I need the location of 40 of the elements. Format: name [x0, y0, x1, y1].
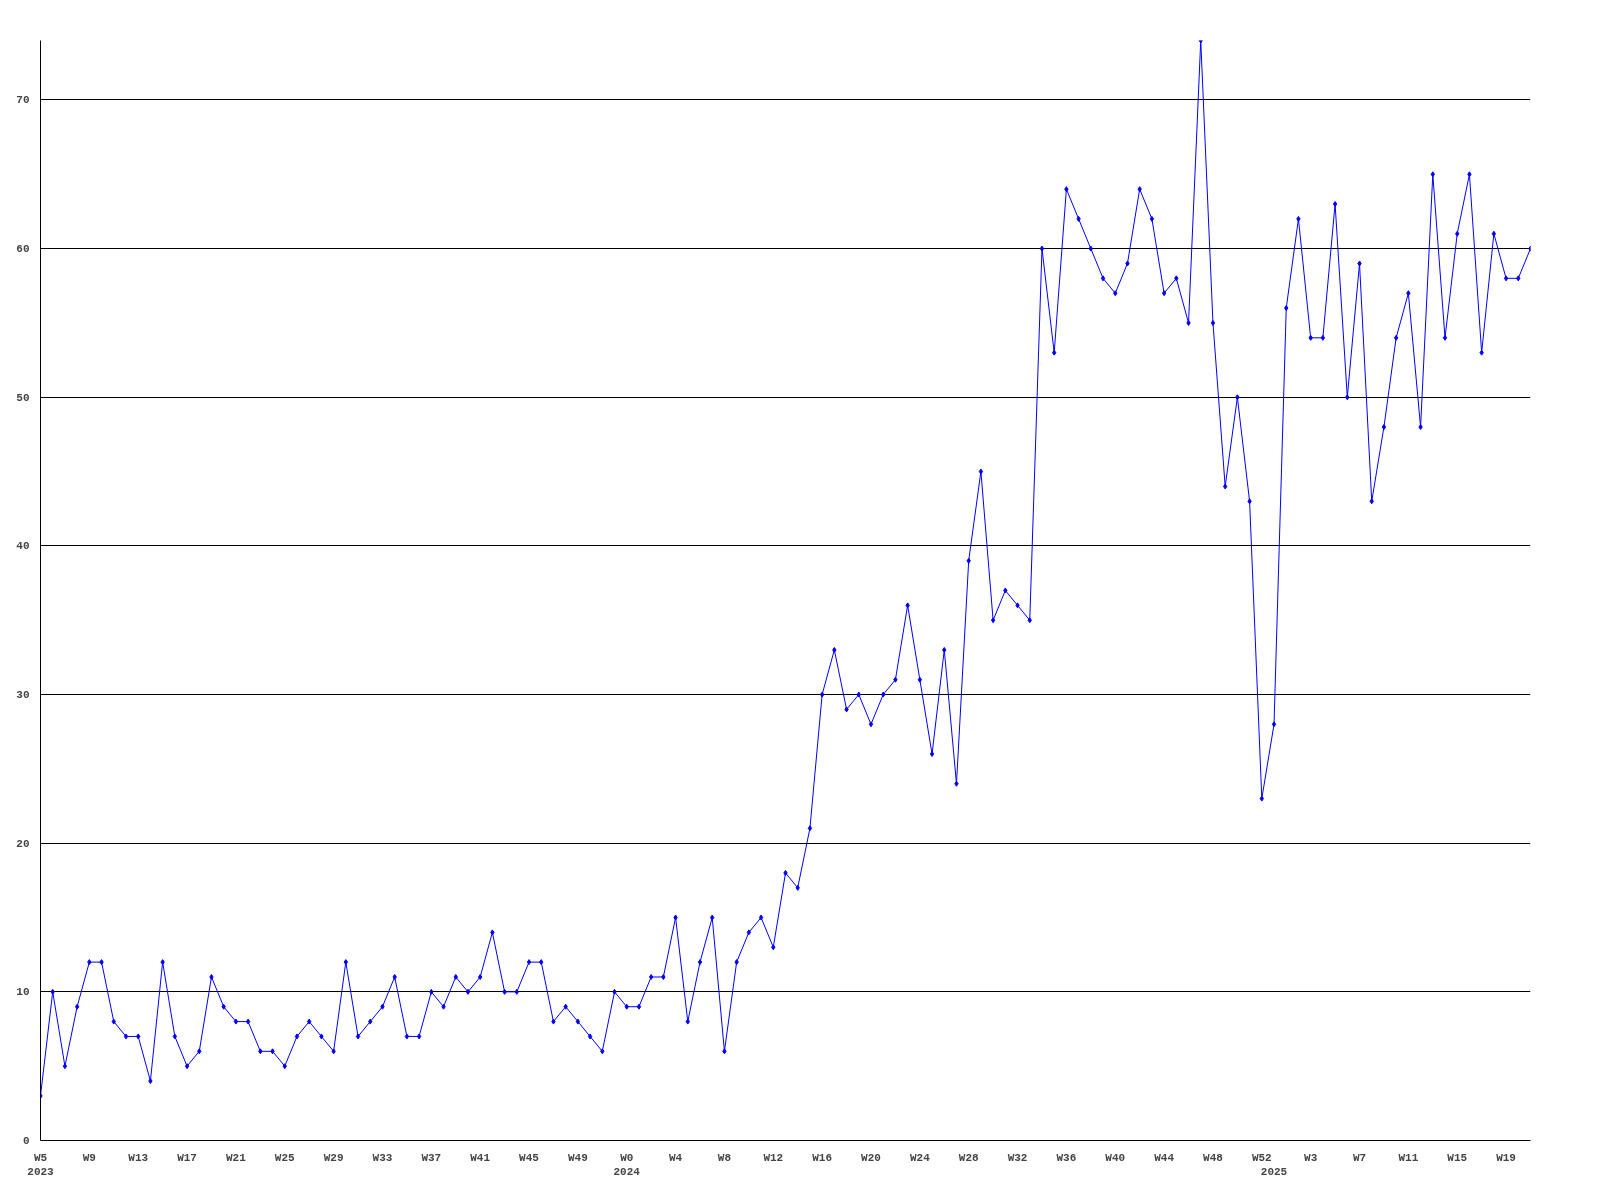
- x-tick-label: 2025: [1260, 1165, 1288, 1178]
- y-tick-label: 20: [16, 837, 30, 850]
- x-tick-label: W13: [128, 1151, 149, 1164]
- x-tick-label: W20: [861, 1151, 881, 1164]
- y-tick-label: 60: [16, 243, 30, 256]
- x-tick-label: W16: [812, 1151, 833, 1164]
- x-tick-label: W17: [177, 1151, 197, 1164]
- x-tick-label: W25: [274, 1151, 296, 1164]
- y-tick-label: 40: [16, 540, 30, 553]
- x-tick-label: W3: [1304, 1151, 1318, 1164]
- x-tick-label: W21: [226, 1151, 247, 1164]
- y-tick-label: 50: [16, 391, 30, 404]
- x-tick-label: W9: [82, 1151, 96, 1164]
- x-tick-label: W36: [1056, 1151, 1077, 1164]
- x-tick-label: W40: [1105, 1151, 1126, 1164]
- x-tick-label: W33: [372, 1151, 393, 1164]
- x-tick-label: W5 2023: [27, 1151, 55, 1178]
- x-tick-label: W45: [519, 1151, 540, 1164]
- x-tick-label: W32: [1007, 1151, 1028, 1164]
- x-tick-label: W52: [1251, 1151, 1272, 1164]
- x-tick-label: W4: [668, 1151, 683, 1164]
- x-tick-label: W49: [567, 1151, 588, 1164]
- x-tick-label: W29: [323, 1151, 344, 1164]
- x-tick-label: W41: [470, 1151, 491, 1164]
- y-tick-label: 0: [22, 1135, 30, 1147]
- x-tick-label: W37: [421, 1151, 442, 1164]
- x-tick-label: W7: [1352, 1151, 1367, 1164]
- x-tick-label: W19: [1496, 1151, 1516, 1164]
- x-tick-label: W15: [1447, 1151, 1468, 1164]
- x-tick-label: W48: [1203, 1151, 1224, 1164]
- y-tick-label: 30: [16, 689, 30, 702]
- x-tick-label: W11: [1398, 1151, 1419, 1164]
- x-tick-label: W12: [763, 1151, 784, 1164]
- y-tick-label: 10: [16, 986, 30, 999]
- x-tick-label: W8: [717, 1151, 732, 1164]
- x-tick-label: W44: [1154, 1151, 1175, 1164]
- x-tick-label: W24: [909, 1151, 931, 1164]
- x-tick-label: W0 2024: [613, 1151, 641, 1178]
- x-tick-label: W28: [958, 1151, 979, 1164]
- y-tick-label: 70: [16, 94, 30, 107]
